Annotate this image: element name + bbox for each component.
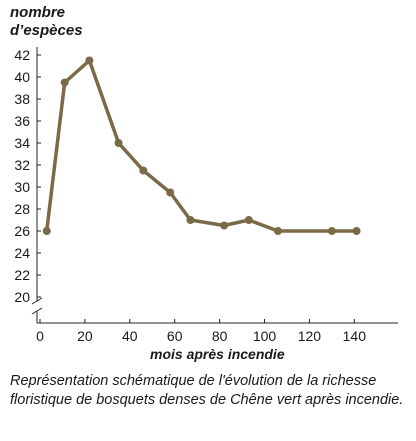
data-point — [139, 166, 148, 175]
y-tick-label: 28 — [14, 201, 30, 217]
y-tick-label: 20 — [14, 289, 30, 305]
x-tick-label: 100 — [253, 328, 277, 344]
x-tick-label: 20 — [77, 328, 93, 344]
x-tick-label: 0 — [36, 328, 44, 344]
y-tick-label: 34 — [14, 135, 30, 151]
data-point — [244, 216, 253, 224]
x-tick-label: 60 — [167, 328, 183, 344]
data-point — [186, 216, 195, 224]
data-point — [220, 221, 229, 230]
data-point — [166, 188, 175, 197]
data-point — [114, 139, 123, 147]
y-axis-label: nombre d’espèces — [10, 4, 83, 39]
y-tick-label: 36 — [14, 113, 30, 129]
data-point — [85, 56, 94, 65]
axis-break-mark — [31, 307, 43, 315]
chart-caption: Représentation schématique de l'évolutio… — [10, 373, 404, 408]
y-tick-label: 24 — [14, 245, 30, 261]
data-point — [42, 227, 51, 235]
x-tick-label: 120 — [298, 328, 322, 344]
data-point — [327, 227, 336, 235]
y-tick-label: 30 — [14, 179, 30, 195]
data-point — [352, 227, 361, 235]
x-axis: 0 20 40 60 80 100 120 140 — [36, 319, 398, 344]
y-axis: 20 22 24 26 28 30 32 34 36 38 40 42 — [14, 47, 43, 323]
y-tick-label: 40 — [14, 69, 30, 85]
species-series — [42, 56, 361, 235]
x-tick-label: 140 — [343, 328, 367, 344]
data-point — [273, 227, 282, 235]
y-tick-label: 42 — [14, 47, 30, 63]
x-axis-label: mois après incendie — [150, 346, 285, 362]
y-tick-label: 26 — [14, 223, 30, 239]
y-tick-label: 38 — [14, 91, 30, 107]
data-point — [60, 78, 69, 87]
series-line — [44, 58, 359, 233]
x-tick-label: 40 — [122, 328, 138, 344]
axis-break-mark — [31, 297, 43, 305]
x-tick-label: 80 — [212, 328, 228, 344]
y-tick-label: 22 — [14, 267, 30, 283]
y-tick-label: 32 — [14, 157, 30, 173]
